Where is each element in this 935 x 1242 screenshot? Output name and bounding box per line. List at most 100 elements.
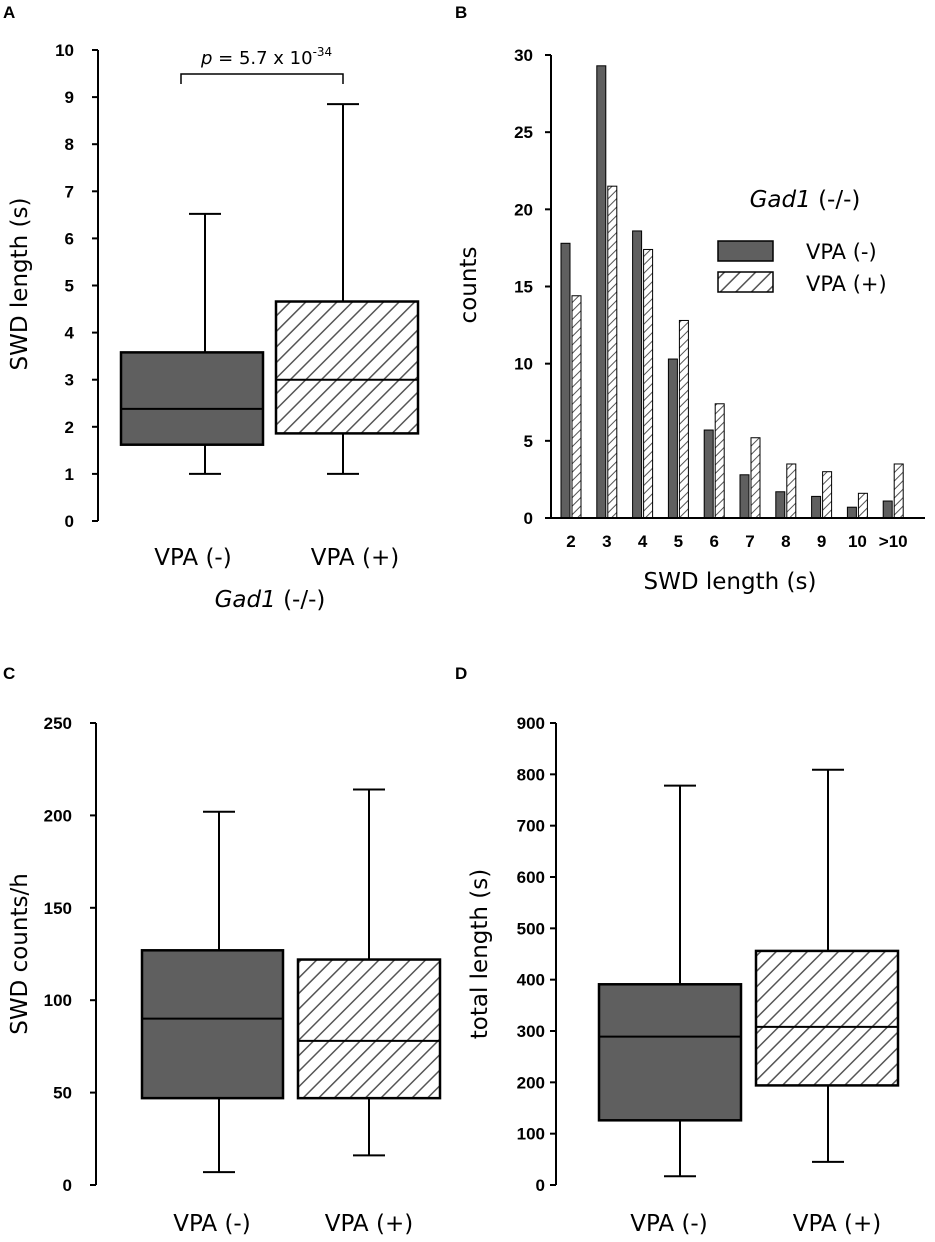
panel-d-tick-label: 600 (517, 868, 545, 887)
panel-d-tick-label: 900 (517, 714, 545, 733)
panel-d-tick-label: 0 (536, 1176, 545, 1195)
bar-vpa-plus-6 (714, 403, 725, 519)
bar-vpa-minus-10 (846, 506, 857, 519)
panel-b-tick-label: 5 (524, 432, 533, 451)
panel-b-tick-label: 15 (514, 278, 533, 297)
panel-c-tick-label: 50 (53, 1084, 72, 1103)
legend-title-genotype: (-/-) (811, 187, 861, 213)
panel-a-category-vpa-minus: VPA (-) (154, 545, 231, 571)
panel-c-tick-label: 250 (44, 714, 72, 733)
panel-d-boxes (597, 768, 900, 1178)
panel-b-category-label: 7 (745, 532, 754, 551)
panel-c: C 0 50 100 150 200 250 SWD counts/h VPA (-) V… (3, 664, 442, 1237)
panel-b-category-label: 6 (709, 532, 718, 551)
panel-d-vpa-minus-box (597, 983, 743, 1122)
panel-b-x-label: SWD length (s) (644, 569, 817, 595)
bar-vpa-minus-5 (667, 358, 678, 519)
bar-vpa-plus-2 (571, 295, 582, 519)
bar-vpa-minus-gt10 (882, 500, 893, 519)
bar-vpa-plus-9 (822, 471, 833, 519)
panel-a-tick-label: 3 (65, 371, 74, 390)
panel-a-tick-label: 9 (65, 88, 74, 107)
panel-a-tick-label: 5 (65, 277, 74, 296)
panel-b-category-label: 2 (566, 532, 575, 551)
panel-d-vpa-plus-box (754, 949, 900, 1087)
panel-b-tick-label: 30 (514, 46, 533, 65)
legend: Gad1 (-/-) VPA (-) VPA (+) (717, 187, 887, 296)
bar-vpa-plus-5 (678, 319, 689, 519)
panel-a-tick-label: 0 (65, 512, 74, 531)
legend-title-gene: Gad1 (750, 187, 811, 213)
bar-vpa-minus-3 (596, 65, 607, 519)
panel-d-tick-label: 300 (517, 1022, 545, 1041)
panel-b-category-label: 5 (674, 532, 683, 551)
panel-label-c: C (3, 664, 15, 683)
bar-vpa-plus-3 (607, 185, 618, 519)
panel-c-vpa-minus-box (140, 949, 285, 1100)
panel-b-category-label: 3 (602, 532, 611, 551)
panel-d-tick-label: 400 (517, 971, 545, 990)
panel-b: B 0 5 10 15 20 25 30 2 3 4 5 6 7 8 9 10 >10 counts SWD … (455, 3, 925, 595)
panel-c-category-vpa-minus: VPA (-) (173, 1211, 250, 1237)
panel-c-boxes (140, 788, 442, 1174)
p-value-annotation: p = 5.7 x 10-34 (200, 45, 332, 69)
bar-vpa-minus-9 (811, 495, 822, 519)
legend-label-vpa-minus: VPA (-) (806, 240, 877, 264)
panel-b-tick-label: 0 (524, 509, 533, 528)
panel-c-tick-label: 150 (44, 899, 72, 918)
significance-bracket (180, 73, 344, 84)
panel-a-x-label-genotype: (-/-) (276, 587, 326, 613)
panel-b-y-ticks: 0 5 10 15 20 25 30 (514, 46, 551, 528)
panel-d: D 0 100 200 300 400 500 600 700 800 900 total len… (455, 664, 900, 1237)
panel-d-tick-label: 200 (517, 1073, 545, 1092)
panel-c-tick-label: 200 (44, 806, 72, 825)
panel-b-category-label: 8 (781, 532, 790, 551)
panel-a-vpa-plus-box (274, 300, 420, 435)
panel-d-category-vpa-minus: VPA (-) (630, 1211, 707, 1237)
bar-vpa-plus-gt10 (893, 463, 904, 519)
bar-vpa-minus-8 (775, 491, 786, 519)
panel-label-a: A (3, 3, 15, 22)
panel-c-y-ticks: 0 50 100 150 200 250 (44, 714, 96, 1195)
panel-a-tick-label: 1 (65, 465, 74, 484)
panel-a-y-label: SWD length (s) (7, 198, 33, 371)
panel-label-d: D (455, 664, 467, 683)
panel-d-category-vpa-plus: VPA (+) (793, 1211, 881, 1237)
panel-b-y-label: counts (456, 247, 482, 324)
panel-a-tick-label: 8 (65, 135, 74, 154)
legend-label-vpa-plus: VPA (+) (806, 272, 887, 296)
p-value-exponent: -34 (313, 45, 333, 59)
panel-d-y-label: total length (s) (467, 869, 493, 1039)
panel-b-tick-label: 10 (514, 355, 533, 374)
bar-vpa-minus-6 (703, 429, 714, 519)
panel-b-category-label: 9 (817, 532, 826, 551)
panel-b-category-label: 4 (638, 532, 648, 551)
panel-b-tick-label: 25 (514, 123, 533, 142)
panel-b-x-ticks: 2 3 4 5 6 7 8 9 10 >10 (566, 532, 907, 551)
panel-c-tick-label: 0 (63, 1176, 72, 1195)
legend-swatch-vpa-minus (717, 240, 774, 262)
panel-a-category-vpa-plus: VPA (+) (311, 545, 399, 571)
panel-a-tick-label: 2 (65, 418, 74, 437)
p-value-text: = 5.7 x 10 (212, 48, 312, 69)
legend-title: Gad1 (-/-) (750, 187, 861, 213)
panel-c-vpa-plus-box (296, 958, 442, 1100)
panel-a-vpa-minus-box (119, 351, 265, 446)
bar-vpa-minus-2 (560, 242, 571, 519)
bar-vpa-plus-7 (750, 437, 761, 519)
panel-d-tick-label: 700 (517, 817, 545, 836)
panel-b-category-label: 10 (848, 532, 867, 551)
panel-a-y-ticks: 0 1 2 3 4 5 6 7 8 9 10 (55, 41, 98, 531)
panel-d-tick-label: 100 (517, 1125, 545, 1144)
panel-c-tick-label: 100 (44, 991, 72, 1010)
bar-vpa-plus-8 (786, 463, 797, 519)
bar-vpa-plus-10 (857, 492, 868, 519)
bar-vpa-minus-4 (632, 230, 643, 519)
panel-d-tick-label: 500 (517, 919, 545, 938)
panel-a-x-label-gene: Gad1 (215, 587, 276, 613)
panel-a: A 0 1 2 3 4 5 6 7 8 9 10 SWD length (s) VPA (-) VP… (3, 3, 420, 613)
panel-d-tick-label: 800 (517, 765, 545, 784)
panel-a-x-label: Gad1 (-/-) (215, 587, 326, 613)
panel-b-tick-label: 20 (514, 200, 533, 219)
p-symbol: p (200, 48, 212, 69)
